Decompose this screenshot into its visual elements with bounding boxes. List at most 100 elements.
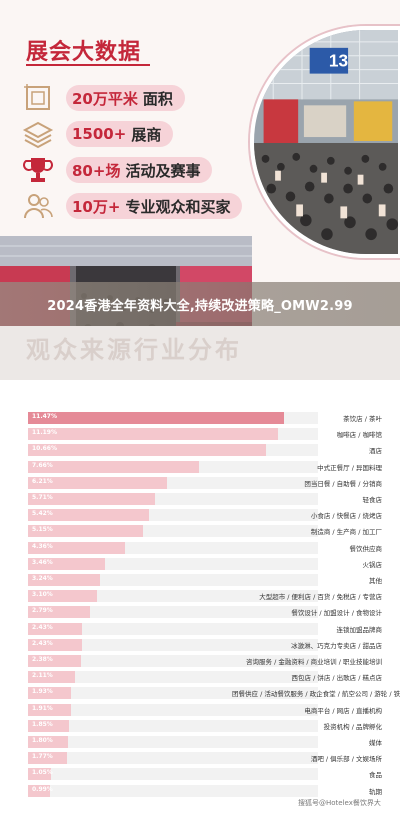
bar-value-label: 5.71% bbox=[32, 494, 53, 501]
bar-category-label: 咖啡店 / 咖啡馆 bbox=[336, 431, 382, 440]
bar-category-label: 西包店 / 饼店 / 出歌店 / 糕点店 bbox=[291, 674, 382, 683]
bar-row: 4.36% 餐饮供应商 bbox=[20, 541, 383, 554]
bar-value-label: 1.05% bbox=[32, 769, 53, 777]
stat-value: 10万+ bbox=[72, 197, 121, 216]
bar-value-label: 2.11% bbox=[32, 672, 53, 680]
bar-row: 7.66% 中式正餐厅 / 异国料理 bbox=[20, 460, 382, 473]
bar-value-label: 2.79% bbox=[32, 607, 53, 615]
bar-row: 1.85% 投资机构 / 品牌孵化 bbox=[20, 719, 382, 732]
bar-row: 2.79% 餐饮设计 / 加盟设计 / 食物设计 bbox=[20, 606, 382, 619]
bar bbox=[28, 752, 68, 765]
bar-row: 1.77% 酒吧 / 俱乐部 / 文娱场所 bbox=[20, 752, 382, 765]
title-underline bbox=[26, 64, 150, 66]
bar-value-label: 3.10% bbox=[32, 591, 53, 599]
bar-value-label: 3.24% bbox=[32, 575, 53, 582]
bar-row: 1.80% 媒体 bbox=[20, 736, 382, 748]
bar-row: 10.66% 酒店 bbox=[20, 444, 382, 457]
bar-value-label: 2.43% bbox=[32, 623, 53, 631]
chart-heading-faded: 观众来源行业分布 bbox=[0, 326, 400, 380]
bar bbox=[28, 606, 91, 619]
bar bbox=[28, 703, 71, 716]
bar-value-label: 3.46% bbox=[32, 558, 53, 566]
bar-category-label: 咨询服务 / 金融资料 / 商业培训 / 职业技能培训 bbox=[246, 658, 382, 666]
bar-track bbox=[28, 655, 318, 667]
bar-category-label: 冰激淋、巧克力专卖店 / 甜品店 bbox=[291, 641, 382, 650]
bar-value-label: 11.47% bbox=[32, 413, 57, 420]
bar-value-label: 1.77% bbox=[32, 753, 53, 761]
stat-value: 1500+ bbox=[72, 125, 127, 143]
bar-row: 5.15% 制造商 / 生产商 / 加工厂 bbox=[20, 525, 382, 538]
bar-track bbox=[28, 590, 318, 603]
bar-row: 3.46% 火锅店 bbox=[20, 557, 383, 570]
bar-track bbox=[28, 752, 318, 765]
bar-row: 5.42% 小食店 / 快餐店 / 烧烤店 bbox=[20, 509, 382, 522]
bar-track bbox=[28, 606, 318, 619]
bar bbox=[28, 719, 70, 732]
bar-row: 6.21% 团当日餐 / 自助餐 / 分销商 bbox=[20, 476, 382, 489]
bar bbox=[28, 412, 284, 424]
bar-value-label: 1.91% bbox=[32, 704, 53, 712]
stat-pill: 80+场 活动及赛事 bbox=[66, 157, 213, 183]
bar bbox=[28, 493, 156, 505]
bar-category-label: 餐饮供应商 bbox=[349, 544, 383, 553]
bar-category-label: 酒吧 / 俱乐部 / 文娱场所 bbox=[310, 755, 382, 764]
bar-category-label: 电商平台 / 网店 / 直播机构 bbox=[304, 706, 382, 715]
bar-value-label: 10.66% bbox=[32, 445, 57, 453]
bar-row: 1.05% 食品 bbox=[20, 768, 382, 781]
bar bbox=[28, 736, 69, 748]
bar-category-label: 茶饮店 / 茶叶 bbox=[343, 415, 382, 423]
bar-category-label: 大型超市 / 便利店 / 百货 / 免税店 / 专营店 bbox=[259, 593, 382, 602]
bar-track bbox=[28, 768, 318, 781]
bar-row: 3.24% 其他 bbox=[20, 574, 382, 586]
bar-value-label: 7.66% bbox=[32, 461, 53, 469]
bar-value-label: 11.19% bbox=[32, 429, 57, 437]
bar bbox=[28, 768, 52, 781]
bar-row: 2.43% 连锁加盟品牌商 bbox=[20, 622, 383, 635]
exhibition-hall-photo: 13 bbox=[250, 26, 400, 258]
bar-category-label: 食品 bbox=[369, 771, 382, 780]
bar-value-label: 0.99% bbox=[32, 785, 53, 793]
bar-value-label: 4.36% bbox=[32, 542, 53, 550]
bar-value-label: 2.43% bbox=[32, 639, 53, 647]
bar-category-label: 火锅店 bbox=[362, 560, 383, 569]
industry-distribution-chart: 11.47% 茶饮店 / 茶叶 11.19% 咖啡店 / 咖啡馆 10.66% 酒店 7.6… bbox=[20, 412, 400, 798]
bar bbox=[28, 476, 167, 489]
bar-value-label: 1.80% bbox=[32, 737, 53, 744]
bar-category-label: 轻食店 bbox=[362, 496, 383, 504]
stat-label: 面积 bbox=[142, 89, 173, 108]
bar-category-label: 制造商 / 生产商 / 加工厂 bbox=[310, 528, 382, 537]
bar-category-label: 团当日餐 / 自助餐 / 分销商 bbox=[304, 479, 382, 488]
bar bbox=[28, 557, 106, 570]
bar-row: 0.99% 轨期 bbox=[20, 784, 382, 797]
stat-value: 20万平米 bbox=[72, 89, 138, 108]
bar bbox=[28, 525, 143, 538]
stat-pill: 1500+ 展商 bbox=[66, 121, 174, 147]
stat-value: 80+场 bbox=[72, 161, 121, 180]
bar-track bbox=[28, 719, 318, 732]
bar bbox=[28, 671, 76, 684]
bar-value-label: 5.42% bbox=[32, 510, 53, 518]
chart-heading-text: 观众来源行业分布 bbox=[26, 336, 242, 364]
bar-category-label: 连锁加盟品牌商 bbox=[336, 625, 383, 634]
bar bbox=[28, 687, 72, 700]
bar-category-label: 团餐供应 / 活动餐饮服务 / 政企食堂 / 航空公司 / 游轮 / 铁路 bbox=[232, 690, 400, 699]
bar-track bbox=[28, 638, 318, 651]
bar-row: 3.10% 大型超市 / 便利店 / 百货 / 免税店 / 专营店 bbox=[20, 590, 382, 603]
bar bbox=[28, 655, 82, 667]
bar bbox=[28, 638, 83, 651]
article-banner: 2024香港全年资料大全,持续改进策略_OMW2.99 bbox=[0, 282, 400, 326]
bar-row: 11.19% 咖啡店 / 咖啡馆 bbox=[20, 428, 382, 441]
bar-value-label: 1.85% bbox=[32, 720, 53, 728]
bar-track bbox=[28, 622, 318, 635]
trophy-icon bbox=[22, 154, 54, 186]
bar-track bbox=[28, 703, 318, 716]
bar-value-label: 1.93% bbox=[32, 688, 53, 696]
bar bbox=[28, 541, 126, 554]
layers-icon bbox=[22, 118, 54, 150]
bar-category-label: 轨期 bbox=[369, 787, 382, 796]
people-icon bbox=[22, 190, 54, 222]
bar bbox=[28, 509, 149, 522]
bar-row: 1.93% 团餐供应 / 活动餐饮服务 / 政企食堂 / 航空公司 / 游轮 / … bbox=[20, 687, 400, 700]
bar bbox=[28, 590, 98, 603]
bar bbox=[28, 784, 51, 797]
